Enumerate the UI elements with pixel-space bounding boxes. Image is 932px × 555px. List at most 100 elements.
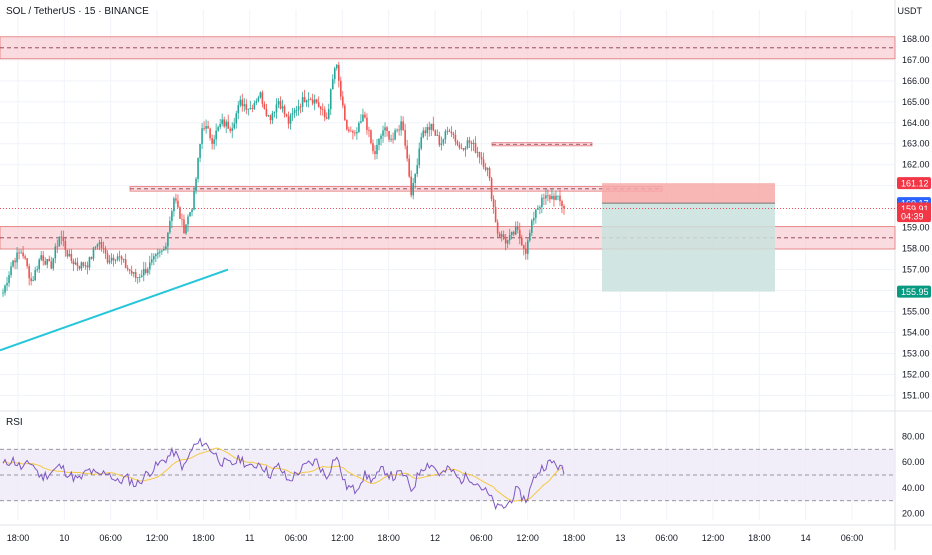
candle-body [52, 258, 55, 269]
candle-body [488, 168, 491, 179]
candle-body [480, 156, 483, 160]
x-tick-label: 10 [59, 533, 69, 543]
candle-body [18, 252, 20, 254]
candle-body [74, 262, 77, 265]
candle-body [309, 99, 312, 101]
candle-body [189, 212, 191, 217]
x-axis: 18:00 10 06:00 12:00 18:00 11 06:00 12:00 18:00 1… [7, 533, 864, 543]
candle-body [535, 209, 537, 219]
rsi-panel: 80.00 60.00 40.00 20.00 [0, 431, 925, 519]
candle-body [380, 135, 382, 139]
candle-body [498, 233, 501, 237]
candle-body [173, 198, 175, 212]
candle-body [344, 105, 346, 121]
candle-body [66, 249, 69, 257]
candle-body [257, 97, 260, 102]
candle-body [122, 259, 125, 261]
candle-body [460, 147, 463, 149]
candle-body [518, 229, 521, 238]
candle-body [360, 121, 362, 123]
candle-body [340, 80, 342, 97]
x-tick-label: 12 [430, 533, 440, 543]
trendline [0, 268, 229, 352]
x-tick-label: 06:00 [285, 533, 308, 543]
candle-body [362, 114, 364, 122]
x-tick-label: 12:00 [146, 533, 169, 543]
candle-body [335, 64, 338, 69]
grid [0, 10, 895, 520]
candle-body [408, 158, 410, 177]
candle-body [553, 195, 555, 200]
rsi-tick-label: 40.00 [902, 483, 925, 493]
candle-body [400, 121, 402, 131]
candle-body [422, 130, 425, 138]
candle-body [84, 265, 87, 267]
candle-body [10, 266, 12, 276]
candle-body [358, 122, 360, 132]
candle-body [376, 144, 378, 155]
candle-body [291, 113, 294, 115]
candle-body [342, 96, 344, 106]
candle-body [191, 209, 193, 213]
candle-body [420, 137, 423, 149]
candle-body [468, 140, 471, 143]
candle-body [549, 195, 551, 200]
candle-body [64, 240, 67, 250]
candle-body [108, 260, 111, 263]
candle-body [60, 236, 63, 238]
candle-body [396, 129, 398, 131]
candle-body [8, 275, 10, 283]
candle-body [275, 104, 278, 112]
candle-body [539, 207, 541, 208]
candle-body [14, 260, 16, 263]
candle-body [512, 231, 515, 235]
candle-body [529, 232, 531, 241]
candle-body [100, 242, 103, 248]
candle-body [325, 117, 328, 119]
candle-body [251, 108, 254, 109]
candle-body [285, 114, 288, 117]
candle-body [464, 148, 467, 150]
candle-body [68, 253, 71, 257]
candle-body [183, 219, 185, 234]
candle-body [398, 129, 400, 131]
candle-body [249, 108, 252, 109]
candle-body [305, 100, 308, 103]
candle-body [165, 246, 167, 249]
candle-body [346, 120, 348, 130]
y-tick-label: 163.00 [902, 139, 930, 149]
candle-body [80, 262, 83, 269]
candle-body [500, 234, 503, 237]
candle-body [315, 99, 318, 103]
candle-body [142, 268, 145, 276]
candle-body [448, 130, 451, 132]
candle-body [88, 257, 91, 268]
candle-body [114, 259, 117, 261]
price-label-bg [897, 285, 931, 298]
candle-body [124, 259, 127, 268]
candle-body [412, 183, 414, 196]
candle-body [199, 143, 201, 159]
x-tick-label: 12:00 [331, 533, 354, 543]
y-tick-label: 164.00 [902, 118, 930, 128]
candle-body [28, 266, 30, 279]
candle-body [70, 253, 73, 261]
candle-body [243, 104, 246, 107]
candle-body [112, 257, 115, 261]
candle-body [78, 265, 81, 269]
candle-body [171, 211, 173, 222]
candle-body [203, 128, 205, 130]
resistance-zone [0, 36, 896, 60]
candle-body [378, 138, 380, 145]
candle-body [490, 178, 493, 199]
candle-body [563, 206, 565, 209]
candle-body [181, 218, 183, 220]
stop-zone [602, 183, 775, 204]
candle-body [6, 282, 8, 286]
candle-body [410, 176, 412, 196]
candle-body [146, 269, 149, 273]
price-label-bg [897, 177, 931, 190]
candle-body [430, 123, 433, 130]
